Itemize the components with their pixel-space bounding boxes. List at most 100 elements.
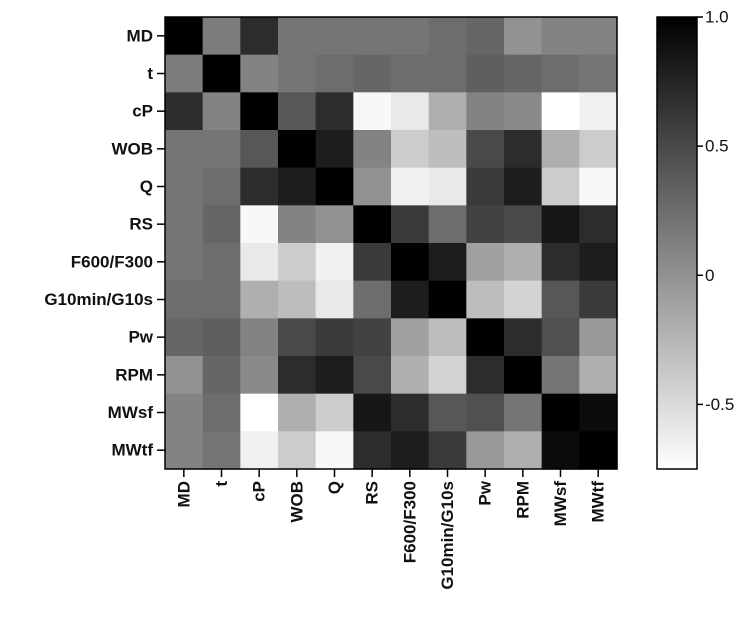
heatmap-cell-g10min-g10s-f600-f300	[391, 280, 430, 319]
y-tick-label-f600-f300: F600/F300	[71, 252, 153, 271]
heatmap-cell-mwtf-q	[315, 431, 354, 470]
heatmap-cell-rpm-cp	[240, 356, 279, 395]
heatmap-cell-mwtf-g10min-g10s	[428, 431, 467, 470]
heatmap-cell-g10min-g10s-mwtf	[579, 280, 618, 319]
heatmap-cell-t-g10min-g10s	[428, 54, 467, 93]
colorbar: 1.0 0.5 0 -0.5	[656, 8, 734, 470]
colorbar-tick-label: 0.5	[705, 137, 729, 156]
heatmap-cell-t-t	[202, 54, 241, 93]
y-tick-label-t: t	[147, 64, 153, 83]
heatmap-cell-md-rs	[353, 17, 392, 56]
y-tick-label-mwtf: MWtf	[111, 441, 153, 460]
heatmap-cell-t-md	[165, 54, 204, 93]
y-tick-label-rpm: RPM	[115, 365, 153, 384]
heatmap-cell-mwtf-cp	[240, 431, 279, 470]
heatmap-cell-cp-g10min-g10s	[428, 92, 467, 131]
heatmap-cell-q-mwtf	[579, 167, 618, 206]
heatmap-cell-rs-pw	[466, 205, 505, 244]
x-tick-label-mwsf: MWsf	[551, 481, 570, 527]
heatmap-cell-rpm-wob	[278, 356, 317, 395]
heatmap-cell-mwtf-t	[202, 431, 241, 470]
heatmap-cell-wob-cp	[240, 130, 279, 169]
heatmap-cell-md-cp	[240, 17, 279, 56]
heatmap-cell-cp-cp	[240, 92, 279, 131]
heatmap-cell-rs-cp	[240, 205, 279, 244]
heatmap-cell-md-mwtf	[579, 17, 618, 56]
heatmap-cell-mwsf-pw	[466, 393, 505, 432]
heatmap-cell-wob-rs	[353, 130, 392, 169]
x-tick-label-rpm: RPM	[513, 481, 532, 519]
heatmap-cell-pw-f600-f300	[391, 318, 430, 357]
heatmap-cell-mwsf-cp	[240, 393, 279, 432]
heatmap-cell-rpm-mwtf	[579, 356, 618, 395]
heatmap-cell-mwsf-wob	[278, 393, 317, 432]
heatmap-cell-q-mwsf	[541, 167, 580, 206]
heatmap-cell-f600-f300-g10min-g10s	[428, 243, 467, 282]
heatmap-cell-mwtf-pw	[466, 431, 505, 470]
heatmap-cell-mwsf-rs	[353, 393, 392, 432]
plot-frame	[164, 16, 618, 470]
x-tick-label-rs: RS	[363, 481, 382, 505]
x-tick-label-cp: cP	[250, 481, 269, 502]
heatmap-cell-rpm-rpm	[504, 356, 543, 395]
x-tick-label-t: t	[212, 481, 231, 487]
heatmap-cell-rs-f600-f300	[391, 205, 430, 244]
heatmap-cell-t-mwtf	[579, 54, 618, 93]
heatmap-cell-md-md	[165, 17, 204, 56]
heatmap-cell-f600-f300-t	[202, 243, 241, 282]
heatmap-cell-mwtf-md	[165, 431, 204, 470]
heatmap-cell-wob-mwsf	[541, 130, 580, 169]
heatmap-cell-wob-q	[315, 130, 354, 169]
heatmap-cell-cp-rs	[353, 92, 392, 131]
heatmap-cell-mwtf-rpm	[504, 431, 543, 470]
heatmap-cell-mwtf-f600-f300	[391, 431, 430, 470]
heatmap-cell-cp-q	[315, 92, 354, 131]
heatmap-cell-pw-md	[165, 318, 204, 357]
heatmap-cell-md-wob	[278, 17, 317, 56]
heatmap-cell-mwsf-mwtf	[579, 393, 618, 432]
heatmap-cell-t-wob	[278, 54, 317, 93]
heatmap-cell-cp-pw	[466, 92, 505, 131]
heatmap-cell-f600-f300-md	[165, 243, 204, 282]
heatmap-cell-pw-q	[315, 318, 354, 357]
heatmap-cell-f600-f300-f600-f300	[391, 243, 430, 282]
heatmap-cell-rs-rs	[353, 205, 392, 244]
heatmap-cell-md-q	[315, 17, 354, 56]
heatmap-cell-q-g10min-g10s	[428, 167, 467, 206]
heatmap-cell-q-t	[202, 167, 241, 206]
x-tick-label-pw: Pw	[476, 480, 495, 505]
x-tick-label-md: MD	[174, 481, 193, 507]
heatmap-cell-rpm-f600-f300	[391, 356, 430, 395]
heatmap-cell-rpm-pw	[466, 356, 505, 395]
y-tick-label-md: MD	[127, 26, 153, 45]
heatmap-cell-q-q	[315, 167, 354, 206]
y-tick-label-g10min-g10s: G10min/G10s	[44, 290, 153, 309]
heatmap-cell-t-q	[315, 54, 354, 93]
heatmap-cell-f600-f300-mwtf	[579, 243, 618, 282]
heatmap-cell-f600-f300-rs	[353, 243, 392, 282]
heatmap-cell-g10min-g10s-q	[315, 280, 354, 319]
heatmap-cell-pw-t	[202, 318, 241, 357]
heatmap-cell-g10min-g10s-cp	[240, 280, 279, 319]
heatmap-cell-mwsf-t	[202, 393, 241, 432]
y-tick-label-pw: Pw	[128, 328, 153, 347]
x-tick-label-wob: WOB	[287, 481, 306, 523]
heatmap-cell-md-mwsf	[541, 17, 580, 56]
heatmap-cell-pw-rs	[353, 318, 392, 357]
heatmap-cell-mwtf-mwtf	[579, 431, 618, 470]
heatmap-cell-f600-f300-rpm	[504, 243, 543, 282]
heatmap-cell-pw-mwtf	[579, 318, 618, 357]
heatmap-cell-g10min-g10s-rs	[353, 280, 392, 319]
heatmap-cell-g10min-g10s-pw	[466, 280, 505, 319]
heatmap-cell-rpm-g10min-g10s	[428, 356, 467, 395]
heatmap-cell-pw-mwsf	[541, 318, 580, 357]
x-tick-label-f600-f300: F600/F300	[400, 481, 419, 563]
y-tick-label-cp: cP	[132, 102, 153, 121]
heatmap-cell-cp-mwsf	[541, 92, 580, 131]
heatmap-cell-q-rpm	[504, 167, 543, 206]
heatmap-cell-mwsf-md	[165, 393, 204, 432]
colorbar-tick-label: 1.0	[705, 8, 729, 27]
heatmap-cell-t-cp	[240, 54, 279, 93]
y-tick-label-rs: RS	[129, 215, 153, 234]
x-axis: MD t cP WOB Q RS F600/F300 G10min/G10s Pw RPM MWsf…	[174, 469, 608, 590]
